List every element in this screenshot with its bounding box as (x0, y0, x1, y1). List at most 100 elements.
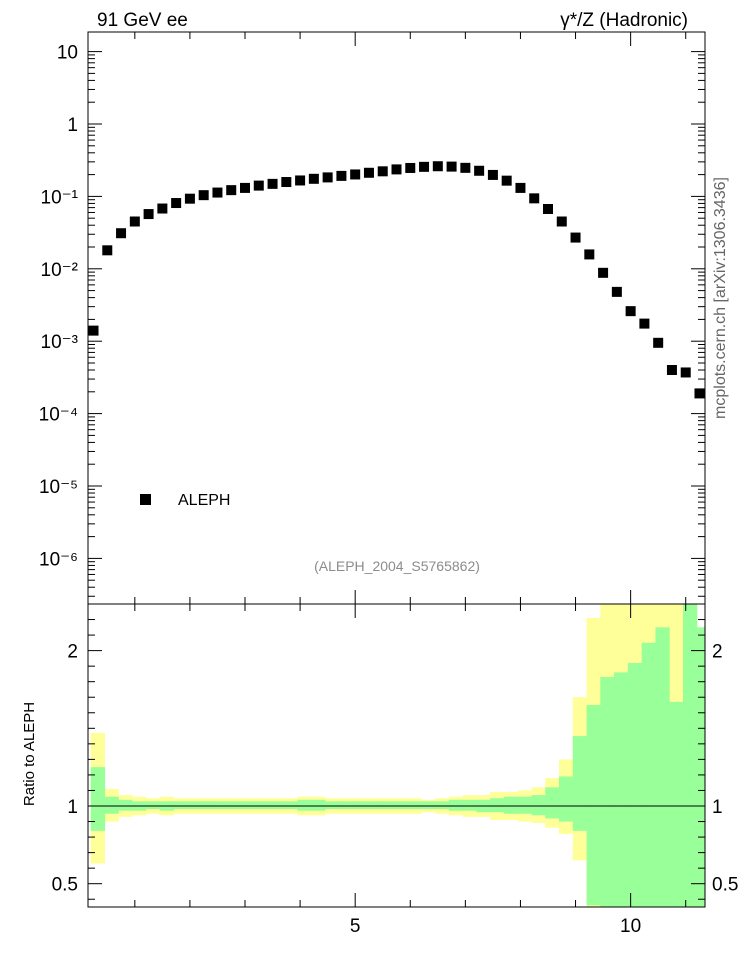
inner-band-bin (200, 801, 216, 810)
data-point (253, 180, 264, 191)
data-point (295, 175, 306, 186)
ratio-y-tick-label-right: 0.5 (712, 875, 738, 896)
header-right-label: γ*/Z (Hadronic) (560, 10, 688, 31)
data-point (625, 306, 636, 317)
inner-band-bin (352, 801, 367, 810)
inner-band-bin (682, 604, 698, 907)
data-point (363, 167, 374, 178)
y-tick-label: 10⁻⁵ (39, 477, 78, 498)
data-point (157, 203, 168, 214)
ratio-y-tick-labels: 0.5 0.5 1 1 2 2 (52, 642, 739, 896)
legend-marker (140, 494, 151, 505)
inner-band-bin (338, 801, 353, 810)
data-point (529, 193, 540, 204)
data-point (556, 216, 567, 227)
inner-band-bin (366, 801, 381, 810)
x-tick-label: 5 (350, 916, 361, 937)
ratio-y-tick-label-right: 2 (712, 642, 723, 663)
main-panel-frame (87, 31, 706, 605)
main-y-tick-labels: 10 1 10⁻¹ 10⁻² 10⁻³ 10⁻⁴ 10⁻⁵ 10⁻⁶ (39, 43, 78, 571)
ratio-panel-frame (87, 603, 706, 908)
y-tick-label: 10⁻³ (41, 332, 79, 353)
data-point (515, 182, 526, 193)
inner-band-bin (641, 642, 656, 907)
data-point (377, 166, 388, 177)
data-point (474, 165, 485, 176)
data-point (680, 367, 691, 378)
data-point (308, 173, 319, 184)
data-point (116, 228, 127, 239)
inner-band-bin (145, 801, 161, 810)
inner-band-bin (283, 801, 298, 810)
inner-band-bin (490, 798, 505, 813)
data-point (322, 172, 333, 183)
inner-band-bin (324, 801, 340, 810)
inner-band-bin (669, 701, 684, 907)
data-point (666, 365, 677, 376)
data-point (129, 216, 140, 227)
data-point (281, 177, 292, 188)
data-point (198, 190, 209, 201)
inner-band-bin (379, 801, 395, 810)
data-point (336, 170, 347, 181)
data-point (446, 161, 457, 172)
data-point (267, 178, 278, 189)
data-point (226, 185, 237, 196)
x-tick-label: 10 (620, 916, 641, 937)
data-point (542, 203, 553, 214)
data-point (391, 164, 402, 175)
data-point (598, 267, 609, 278)
header-left-label: 91 GeV ee (97, 10, 188, 31)
data-points (88, 161, 705, 399)
inner-band-bin (269, 801, 285, 810)
inner-band-bin (448, 799, 464, 811)
inner-band-bin (559, 776, 574, 822)
data-point (102, 245, 113, 256)
inner-band-bin (600, 677, 615, 907)
ratio-y-tick-label: 1 (67, 797, 78, 818)
data-point (88, 325, 99, 336)
data-point (570, 232, 581, 243)
inner-band-bin (421, 801, 436, 810)
inner-band-bin (407, 801, 422, 810)
main-axis-ticks (88, 32, 705, 604)
data-point (694, 388, 705, 399)
inner-band-bin (297, 799, 312, 811)
inner-band-bin (627, 663, 643, 907)
inner-band-bin (256, 801, 271, 810)
data-point (611, 286, 622, 297)
inner-band-bin (655, 627, 670, 907)
data-point (639, 318, 650, 329)
data-point (460, 162, 471, 173)
inner-band-bin (545, 787, 560, 819)
data-point (501, 175, 512, 186)
data-point (350, 169, 361, 180)
inner-band-bin (572, 736, 588, 831)
inner-band-bin (614, 672, 629, 907)
ratio-axis-ticks (88, 604, 705, 907)
data-point (432, 161, 443, 172)
data-point (184, 193, 195, 204)
inner-band-bin (696, 627, 705, 907)
inner-band-bin (586, 705, 601, 906)
y-tick-label: 10 (57, 43, 78, 64)
data-point (405, 162, 416, 173)
y-tick-label: 10⁻² (41, 260, 79, 281)
data-point (653, 337, 664, 348)
y-tick-label: 10⁻¹ (41, 187, 79, 208)
y-tick-label: 10⁻⁴ (39, 405, 78, 426)
analysis-tag: (ALEPH_2004_S5765862) (314, 558, 480, 574)
inner-band-bin (531, 795, 546, 816)
inner-band-bin (104, 796, 119, 814)
ratio-inner-band (90, 604, 705, 907)
data-point (143, 209, 154, 220)
inner-band-bin (214, 801, 229, 810)
data-point (584, 249, 595, 260)
ratio-y-tick-label: 0.5 (52, 875, 78, 896)
legend-label: ALEPH (178, 492, 230, 509)
main-panel: 10 1 10⁻¹ 10⁻² 10⁻³ 10⁻⁴ 10⁻⁵ 10⁻⁶ (ALEPH_2004_… (39, 31, 706, 605)
y-tick-label: 10⁻⁶ (39, 549, 78, 570)
inner-band-bin (242, 801, 257, 810)
ratio-y-axis-label: Ratio to ALEPH (21, 702, 38, 806)
